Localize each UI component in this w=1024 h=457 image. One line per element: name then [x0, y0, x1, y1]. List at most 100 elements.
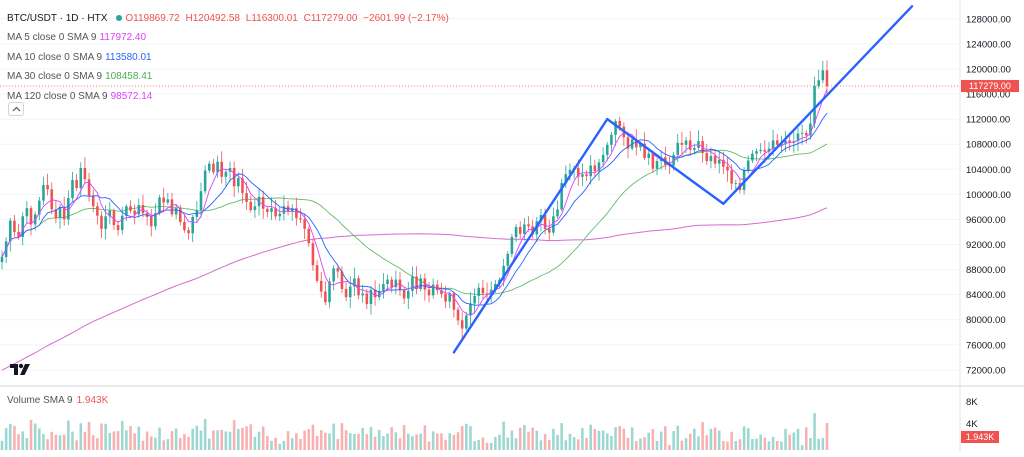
volume-bar — [212, 430, 215, 450]
candle-body — [734, 183, 738, 184]
candle-body — [717, 159, 721, 164]
indicator-ma10[interactable]: MA 10 close 0 SMA 9 113580.01 — [7, 48, 452, 67]
price-tick-label: 96000.00 — [966, 215, 1006, 226]
indicator-ma120[interactable]: MA 120 close 0 SMA 9 98572.14 — [7, 87, 452, 106]
volume-bar — [775, 441, 779, 450]
volume-bar — [344, 430, 348, 450]
volume-bar — [626, 437, 630, 450]
volume-bar — [639, 438, 642, 450]
candle-body — [315, 265, 319, 281]
volume-bar — [506, 437, 510, 450]
candle-body — [431, 284, 435, 296]
volume-bar — [170, 431, 174, 450]
symbol-title[interactable]: BTC/USDT · 1D · HTX — [7, 13, 108, 24]
candle-body — [506, 253, 510, 266]
volume-bar — [340, 423, 344, 450]
ohlc-close: C117279.00 — [303, 13, 358, 24]
candle-body — [87, 179, 91, 196]
volume-bar — [373, 436, 377, 450]
volume-bar — [46, 439, 49, 450]
candle-body — [29, 208, 33, 225]
candle-body — [398, 279, 402, 291]
volume-bar — [655, 440, 659, 450]
pattern-lines[interactable] — [452, 5, 914, 354]
candle-body — [618, 120, 621, 127]
volume-bar — [746, 428, 750, 450]
indicator-ma5[interactable]: MA 5 close 0 SMA 9 117972.40 — [7, 28, 452, 47]
candle-body — [336, 268, 340, 272]
volume-value: 1.943K — [76, 395, 109, 406]
volume-bar — [688, 433, 692, 450]
volume-bar — [108, 432, 112, 450]
volume-bar — [643, 437, 646, 450]
candle-body — [709, 156, 713, 162]
candle-body — [639, 143, 642, 148]
candle-body — [133, 210, 136, 215]
candle-body — [593, 165, 597, 172]
volume-bar — [158, 427, 161, 450]
candle-body — [319, 280, 323, 292]
volume-bar — [518, 427, 522, 450]
volume-bar — [593, 428, 597, 450]
candle-body — [348, 286, 352, 298]
candle-body — [162, 197, 165, 203]
price-tick-label: 124000.00 — [966, 39, 1011, 50]
candle-body — [125, 206, 128, 216]
volume-bar — [133, 433, 136, 450]
indicator-label: MA 30 close 0 SMA 9 — [7, 71, 103, 83]
candle-body — [365, 293, 369, 305]
candle-body — [763, 149, 767, 152]
candle-body — [576, 168, 580, 177]
candle-body — [647, 153, 651, 158]
price-tick-label: 128000.00 — [966, 14, 1011, 25]
candle-body — [742, 170, 746, 190]
volume-bar — [382, 436, 385, 450]
candle-body — [423, 278, 427, 290]
volume-bar — [705, 435, 709, 450]
candle-body — [299, 218, 302, 220]
candle-body — [585, 174, 588, 177]
volume-bar — [825, 422, 829, 450]
volume-bar — [415, 434, 418, 450]
candle-body — [104, 216, 107, 229]
candle-body — [62, 206, 66, 220]
candle-body — [25, 208, 29, 217]
candle-body — [452, 293, 456, 310]
indicator-label: MA 10 close 0 SMA 9 — [7, 51, 103, 63]
candle-body — [427, 289, 431, 296]
candle-body — [460, 320, 464, 329]
volume-legend[interactable]: Volume SMA 9 1.943K — [7, 395, 108, 406]
volume-bar — [419, 433, 423, 450]
volume-bar — [67, 420, 70, 450]
last-price-label-bg — [961, 80, 1019, 93]
candle-body — [473, 295, 476, 304]
candle-body — [605, 144, 609, 155]
volume-bar — [821, 438, 825, 450]
tradingview-logo-icon[interactable] — [8, 360, 32, 380]
indicator-value: 108458.41 — [105, 71, 153, 83]
pattern-line — [606, 117, 725, 205]
volume-bar — [348, 433, 352, 450]
candle-body — [13, 220, 16, 232]
volume-bar — [25, 438, 29, 450]
volume-bar — [440, 433, 443, 450]
price-axis[interactable]: 72000.00 76000.00 80000.00 84000.00 88000.00… — [966, 14, 1011, 430]
candle-body — [137, 205, 141, 215]
volume-bar — [763, 437, 767, 450]
candle-body — [481, 287, 485, 294]
collapse-legend-button[interactable] — [8, 102, 24, 116]
candle-body — [813, 85, 816, 124]
volume-bar — [38, 428, 41, 450]
volume-bar — [154, 437, 157, 450]
indicator-ma30[interactable]: MA 30 close 0 SMA 9 108458.41 — [7, 67, 452, 86]
volume-bar — [668, 445, 671, 450]
volume-bar — [552, 428, 555, 450]
volume-bar — [585, 437, 588, 450]
volume-bar — [755, 438, 758, 450]
volume-bar — [71, 431, 74, 450]
volume-bar — [394, 432, 398, 450]
volume-bar — [489, 442, 493, 450]
volume-bar — [465, 423, 468, 450]
